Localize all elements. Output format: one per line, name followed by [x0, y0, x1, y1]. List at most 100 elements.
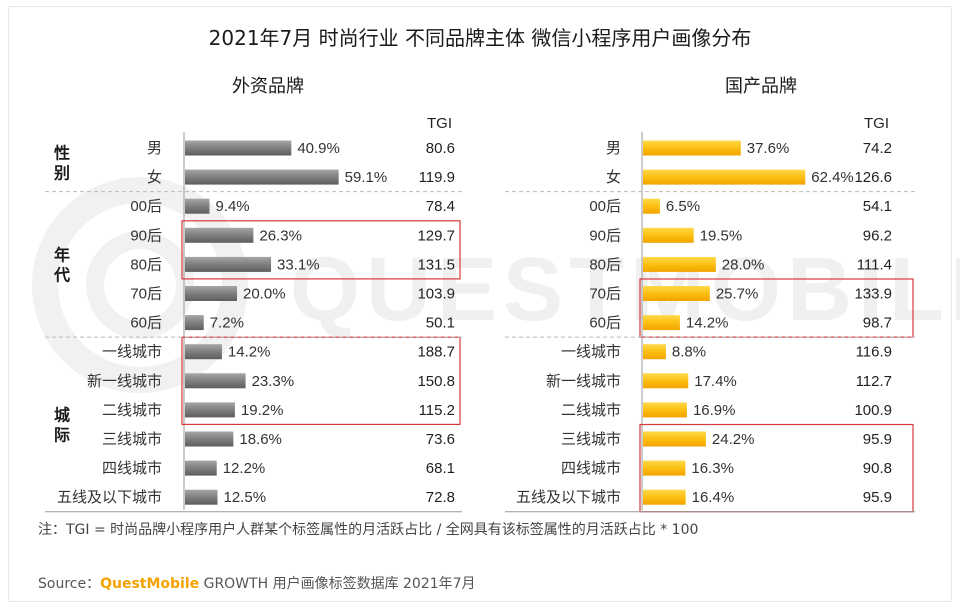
- category-label: 90后: [589, 227, 621, 244]
- source-line: Source：QuestMobile GROWTH 用户画像标签数据库 2021…: [38, 573, 476, 593]
- data-label: 62.4%: [811, 169, 854, 186]
- data-label: 12.5%: [224, 489, 267, 506]
- source-prefix: Source：: [38, 576, 101, 592]
- category-label: 男: [147, 140, 162, 157]
- tgi-header-foreign: TGI: [427, 115, 452, 132]
- bar-domestic: [643, 489, 686, 505]
- bar-domestic: [643, 227, 694, 243]
- category-label: 00后: [130, 198, 162, 215]
- category-label: 70后: [130, 286, 162, 303]
- bar-foreign: [185, 489, 218, 505]
- tgi-value: 188.7: [417, 344, 455, 361]
- bar-foreign: [185, 315, 204, 331]
- tgi-value: 90.8: [863, 460, 892, 477]
- group-label: 城际: [54, 406, 70, 444]
- bar-foreign: [185, 431, 234, 447]
- bar-foreign: [185, 227, 254, 243]
- data-label: 28.0%: [722, 256, 765, 273]
- data-label: 23.3%: [252, 373, 295, 390]
- data-label: 19.5%: [700, 227, 743, 244]
- tgi-value: 129.7: [417, 227, 455, 244]
- tgi-value: 50.1: [426, 315, 455, 332]
- chart-frame: [8, 6, 952, 602]
- group-label-char: 城: [54, 406, 70, 424]
- tgi-value: 98.7: [863, 315, 892, 332]
- data-label: 14.2%: [228, 344, 271, 361]
- tgi-value: 72.8: [426, 489, 455, 506]
- data-label: 14.2%: [686, 315, 729, 332]
- tgi-value: 96.2: [863, 227, 892, 244]
- data-label: 6.5%: [666, 198, 700, 215]
- group-label-char: 际: [54, 426, 70, 444]
- tgi-value: 126.6: [854, 169, 892, 186]
- bar-domestic: [643, 373, 689, 389]
- bar-foreign: [185, 286, 237, 301]
- tgi-value: 115.2: [419, 402, 455, 419]
- bar-domestic: [643, 402, 687, 418]
- category-label: 三线城市: [102, 431, 162, 448]
- bar-domestic: [643, 169, 806, 185]
- bar-domestic: [643, 315, 680, 331]
- watermark-text: QUESTMOBILE: [290, 240, 960, 340]
- tgi-value: 116.9: [856, 344, 892, 361]
- bar-domestic: [643, 344, 666, 360]
- group-label-char: 代: [53, 265, 70, 284]
- data-label: 16.4%: [692, 489, 735, 506]
- category-label: 60后: [589, 315, 621, 332]
- data-label: 12.2%: [223, 460, 266, 477]
- data-label: 20.0%: [243, 286, 286, 303]
- category-label: 五线及以下城市: [57, 489, 162, 506]
- data-label: 16.3%: [691, 460, 734, 477]
- category-label: 男: [606, 140, 621, 157]
- tgi-value: 131.5: [417, 256, 455, 273]
- bar-domestic: [643, 198, 660, 214]
- tgi-value: 68.1: [426, 460, 455, 477]
- tgi-value: 111.4: [857, 256, 892, 273]
- tgi-value: 95.9: [863, 489, 892, 506]
- category-label: 一线城市: [561, 344, 621, 361]
- category-label: 女: [606, 168, 621, 186]
- bar-domestic: [643, 256, 716, 272]
- category-label: 五线及以下城市: [516, 489, 621, 506]
- tgi-value: 133.9: [854, 286, 892, 303]
- bar-foreign: [185, 373, 246, 389]
- tgi-value: 95.9: [863, 431, 892, 448]
- bar-domestic: [643, 431, 706, 447]
- category-label: 女: [147, 168, 162, 186]
- data-label: 40.9%: [297, 140, 340, 157]
- category-label: 70后: [589, 286, 621, 303]
- source-brand: QuestMobile: [100, 576, 200, 592]
- category-label: 二线城市: [561, 402, 621, 419]
- data-label: 16.9%: [693, 402, 736, 419]
- bar-foreign: [185, 140, 292, 156]
- data-label: 33.1%: [277, 256, 320, 273]
- data-label: 7.2%: [210, 315, 244, 332]
- category-label: 四线城市: [102, 460, 162, 477]
- tgi-value: 119.9: [419, 169, 455, 186]
- category-label: 80后: [589, 256, 621, 273]
- tgi-header-domestic: TGI: [864, 115, 889, 132]
- panel-title-domestic: 国产品牌: [725, 76, 797, 96]
- group-label-char: 别: [53, 165, 70, 183]
- category-label: 一线城市: [102, 344, 162, 361]
- category-label: 90后: [130, 227, 162, 244]
- tgi-footnote: 注：TGI = 时尚品牌小程序用户人群某个标签属性的月活跃占比 / 全网具有该标…: [38, 522, 699, 538]
- panel-title-foreign: 外资品牌: [232, 76, 304, 96]
- data-label: 9.4%: [215, 198, 249, 215]
- category-label: 二线城市: [102, 402, 162, 419]
- bar-domestic: [643, 140, 741, 156]
- category-label: 新一线城市: [546, 373, 621, 390]
- bar-foreign: [185, 198, 210, 214]
- tgi-value: 150.8: [417, 373, 455, 390]
- data-label: 17.4%: [694, 373, 737, 390]
- data-label: 8.8%: [672, 344, 706, 361]
- category-label: 60后: [130, 315, 162, 332]
- data-label: 25.7%: [716, 286, 759, 303]
- group-label-char: 年: [54, 245, 70, 264]
- tgi-value: 103.9: [417, 286, 455, 303]
- group-label: 年代: [53, 245, 70, 284]
- tgi-value: 112.7: [856, 373, 892, 390]
- tgi-value: 78.4: [426, 198, 455, 215]
